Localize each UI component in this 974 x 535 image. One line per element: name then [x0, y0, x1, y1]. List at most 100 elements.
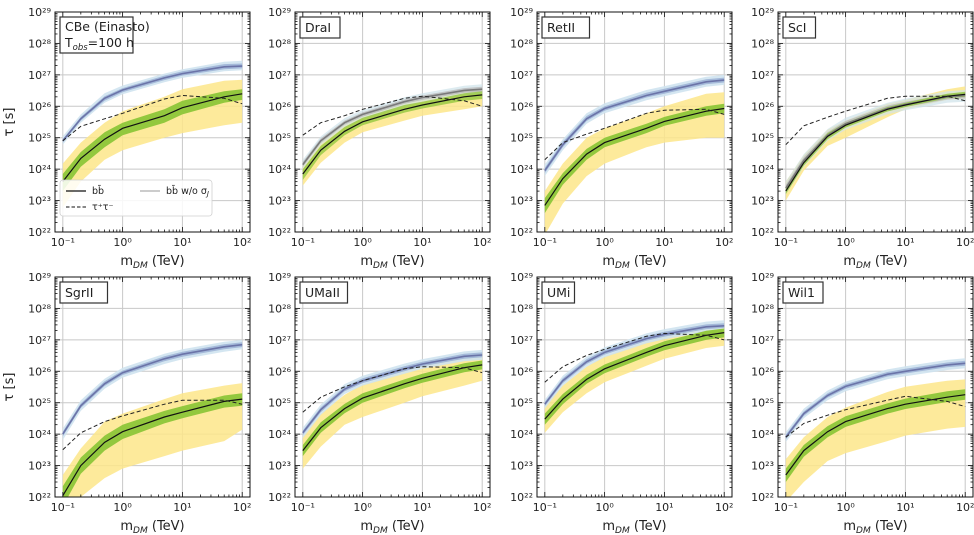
plot-content — [785, 358, 966, 497]
x-label-rest: (TeV) — [148, 519, 185, 534]
label-box-frame — [782, 16, 817, 39]
y-tick-label: 10²⁴ — [751, 163, 774, 176]
y-tick-label: 10²² — [268, 491, 291, 504]
y-tick-label: 10²³ — [28, 195, 51, 208]
x-tick-label: 10⁰ — [113, 501, 132, 514]
x-label-sub: DM — [133, 261, 148, 271]
ticks — [55, 11, 250, 233]
x-label-sub: DM — [373, 261, 388, 271]
panel-umaii: 10⁻¹ 10⁰ 10¹ 10² 10²² 10²³ 10²⁴ 10²⁵ 10²⁶ 10²⁷ 10²… — [268, 271, 491, 535]
y-tick-label: 10²² — [510, 491, 533, 504]
panel-title: DraI — [305, 20, 331, 35]
x-tick-label: 10² — [715, 236, 733, 249]
line-tautau — [302, 95, 483, 136]
plot-content — [62, 339, 243, 497]
x-axis-label: mDM (TeV) — [843, 254, 907, 271]
y-tick-label: 10²³ — [268, 195, 291, 208]
y-tick-label: 10²⁴ — [751, 428, 774, 441]
y-tick-label: 10²⁶ — [510, 365, 533, 378]
line-bb — [785, 394, 966, 476]
y-tick-label: 10²⁵ — [751, 397, 774, 410]
ticks — [295, 276, 490, 498]
y-tick-label: 10²⁴ — [268, 428, 291, 441]
y-tick-label: 10²⁶ — [751, 100, 774, 113]
band-95-bb — [544, 92, 725, 232]
x-tick-label: 10² — [473, 501, 491, 514]
line-bb — [302, 364, 483, 451]
band-68-bb — [62, 89, 243, 192]
y-tick-label: 10²⁸ — [268, 37, 291, 50]
panel-drai: 10⁻¹ 10⁰ 10¹ 10² 10²² 10²³ 10²⁴ 10²⁵ 10²⁶ 10²⁷ 10²… — [268, 6, 491, 271]
x-label-main: m — [120, 254, 133, 269]
x-tick-label: 10⁰ — [353, 501, 372, 514]
label-box-frame — [59, 281, 109, 304]
x-tick-label: 10² — [956, 236, 974, 249]
line-bb-wo-sigma — [785, 362, 966, 438]
panel-label-box: SgrII — [59, 281, 109, 304]
band-95-bb — [785, 379, 966, 497]
x-label-main: m — [360, 519, 373, 534]
y-tick-label: 10²⁴ — [510, 428, 533, 441]
legend-frame — [59, 179, 213, 217]
x-label-sub: DM — [856, 261, 871, 271]
band-68-bb — [785, 389, 966, 482]
y-tick-label: 10²⁵ — [510, 397, 533, 410]
plot-content — [544, 320, 725, 433]
y-tick-label: 10²³ — [751, 460, 774, 473]
legend-label-tautau: τ⁺τ⁻ — [92, 202, 113, 213]
x-tick-label: 10⁻¹ — [774, 501, 798, 514]
y-tick-label: 10²⁹ — [510, 6, 533, 19]
y-tick-label: 10²⁹ — [510, 271, 533, 284]
band-95-bb — [62, 79, 243, 208]
y-tick-label: 10²⁴ — [28, 163, 51, 176]
t-obs-sub: obs — [73, 43, 89, 53]
x-axis-label: mDM (TeV) — [602, 254, 666, 271]
x-tick-label: 10² — [233, 236, 251, 249]
x-label-sub: DM — [856, 526, 871, 535]
panel-label-box: Wil1 — [782, 281, 824, 304]
panel-retii: 10⁻¹ 10⁰ 10¹ 10² 10²² 10²³ 10²⁴ 10²⁵ 10²⁶ 10²⁷ 10²… — [510, 6, 733, 271]
y-tick-label: 10²⁵ — [751, 132, 774, 145]
line-bb — [544, 107, 725, 206]
legend-label-bb-wo-sigma: bb̄ w/o σJ — [166, 185, 209, 198]
band-68-bb — [62, 393, 243, 497]
y-tick-label: 10²⁹ — [751, 6, 774, 19]
y-tick-label: 10²² — [28, 226, 51, 239]
panel-subtitle: Tobs=100 h — [64, 35, 134, 53]
x-tick-label: 10⁰ — [836, 236, 855, 249]
x-tick-label: 10⁻¹ — [291, 236, 315, 249]
line-bb-wo-sigma — [544, 79, 725, 172]
panel-title: UMaII — [305, 285, 340, 300]
x-tick-label: 10⁰ — [353, 236, 372, 249]
x-label-rest: (TeV) — [148, 254, 185, 269]
x-tick-label: 10⁻¹ — [774, 236, 798, 249]
x-label-sub: DM — [133, 526, 148, 535]
x-tick-label: 10⁰ — [595, 236, 614, 249]
panel-label-box: RetII — [541, 16, 591, 39]
y-tick-label: 10²⁷ — [28, 334, 51, 347]
axes-frame — [54, 11, 251, 233]
y-tick-label: 10²⁹ — [751, 271, 774, 284]
plot-content — [785, 86, 966, 201]
y-tick-label: 10²² — [751, 226, 774, 239]
band-68-bb — [544, 103, 725, 214]
plot-content — [302, 84, 483, 186]
x-label-main: m — [843, 254, 856, 269]
x-tick-label: 10² — [715, 501, 733, 514]
axes-frame — [777, 11, 974, 233]
y-tick-label: 10²⁵ — [268, 132, 291, 145]
y-tick-label: 10²⁷ — [510, 69, 533, 82]
x-tick-label: 10¹ — [173, 236, 191, 249]
ticks — [537, 276, 732, 498]
line-bb — [544, 332, 725, 420]
band-68-wo-sigma — [544, 323, 725, 407]
line-tautau — [785, 95, 966, 146]
x-label-rest: (TeV) — [388, 519, 425, 534]
panel-title: ScI — [788, 20, 807, 35]
y-tick-label: 10²³ — [28, 460, 51, 473]
y-tick-label: 10²⁶ — [28, 100, 51, 113]
label-box-frame — [782, 281, 824, 304]
ticks — [295, 11, 490, 233]
panel-title: CBe (Einasto) — [65, 19, 150, 34]
